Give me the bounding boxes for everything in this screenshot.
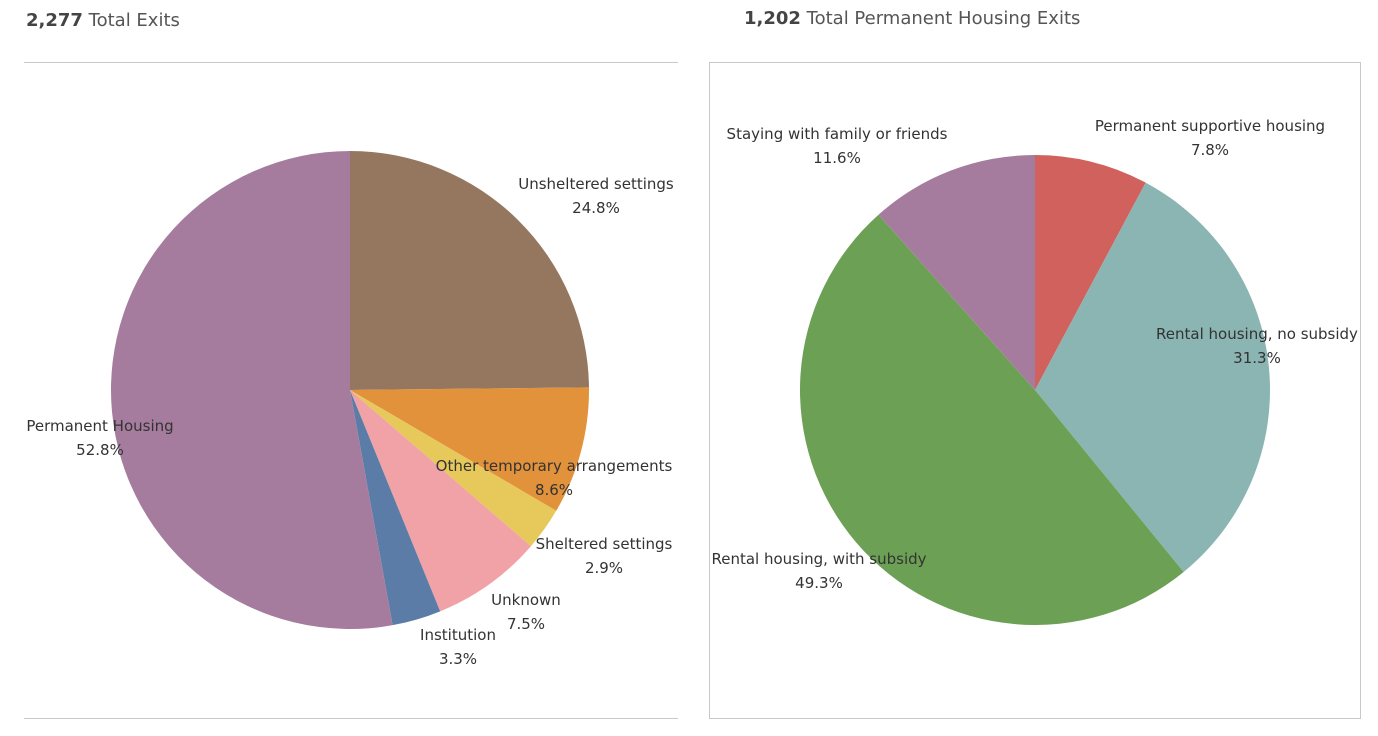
pie-slice-rental-housing-no-subsidy[interactable] [1035,182,1271,573]
slice-percent-staying-with-family-or-friends: 11.6% [813,149,861,167]
total-exits-pie-chart: Unsheltered settings 24.8% Other temporary… [26,150,674,668]
pie-slice-permanent-housing[interactable] [110,151,393,629]
permanent-housing-exits-pie-chart: Permanent supportive housing 7.8% Rental h… [711,117,1358,625]
pie-slice-permanent-supportive-housing[interactable] [1035,154,1146,390]
pie-slice-unsheltered-settings[interactable] [350,150,589,390]
pie-slice-sheltered-settings[interactable] [350,390,557,547]
slice-label-permanent-housing: Permanent Housing [26,417,173,435]
slice-label-unsheltered-settings: Unsheltered settings [518,175,674,193]
slice-label-staying-with-family-or-friends: Staying with family or friends [727,125,948,143]
slice-percent-unknown: 7.5% [507,615,545,633]
pie-slice-other-temporary-arrangements[interactable] [350,387,590,511]
slice-label-unknown: Unknown [491,591,561,609]
permanent-housing-exits-title: 1,202 Total Permanent Housing Exits [744,8,1080,29]
slice-percent-rental-housing-no-subsidy: 31.3% [1233,349,1281,367]
slice-label-rental-housing-no-subsidy: Rental housing, no subsidy [1156,325,1358,343]
slice-percent-institution: 3.3% [439,650,477,668]
total-exits-title: 2,277 Total Exits [26,10,180,31]
slice-label-institution: Institution [420,626,496,644]
slice-percent-sheltered-settings: 2.9% [585,559,623,577]
total-exits-title-text: Total Exits [88,10,180,31]
slice-label-sheltered-settings: Sheltered settings [536,535,673,553]
pie-slice-unknown[interactable] [350,390,531,612]
permanent-housing-exits-count: 1,202 [744,8,801,29]
divider-bottom [24,718,678,719]
slice-label-rental-housing-with-subsidy: Rental housing, with subsidy [711,550,926,568]
total-exits-count: 2,277 [26,10,83,31]
slice-percent-rental-housing-with-subsidy: 49.3% [795,574,843,592]
pie-slice-institution[interactable] [350,390,441,626]
slice-label-other-temporary-arrangements: Other temporary arrangements [436,457,673,475]
permanent-housing-exits-panel: 1,202 Total Permanent Housing Exits Perm… [690,0,1378,736]
slice-percent-unsheltered-settings: 24.8% [572,199,620,217]
pie-slice-rental-housing-with-subsidy[interactable] [800,214,1184,625]
chart-frame [709,62,1361,719]
slice-label-permanent-supportive-housing: Permanent supportive housing [1095,117,1325,135]
divider-top [24,62,678,63]
pie-slice-staying-with-family-or-friends[interactable] [878,155,1035,390]
slice-percent-other-temporary-arrangements: 8.6% [535,481,573,499]
total-exits-panel: 2,277 Total Exits Unsheltered settings 24… [24,10,678,719]
permanent-housing-exits-title-text: Total Permanent Housing Exits [806,8,1081,29]
slice-percent-permanent-housing: 52.8% [76,441,124,459]
slice-percent-permanent-supportive-housing: 7.8% [1191,141,1229,159]
